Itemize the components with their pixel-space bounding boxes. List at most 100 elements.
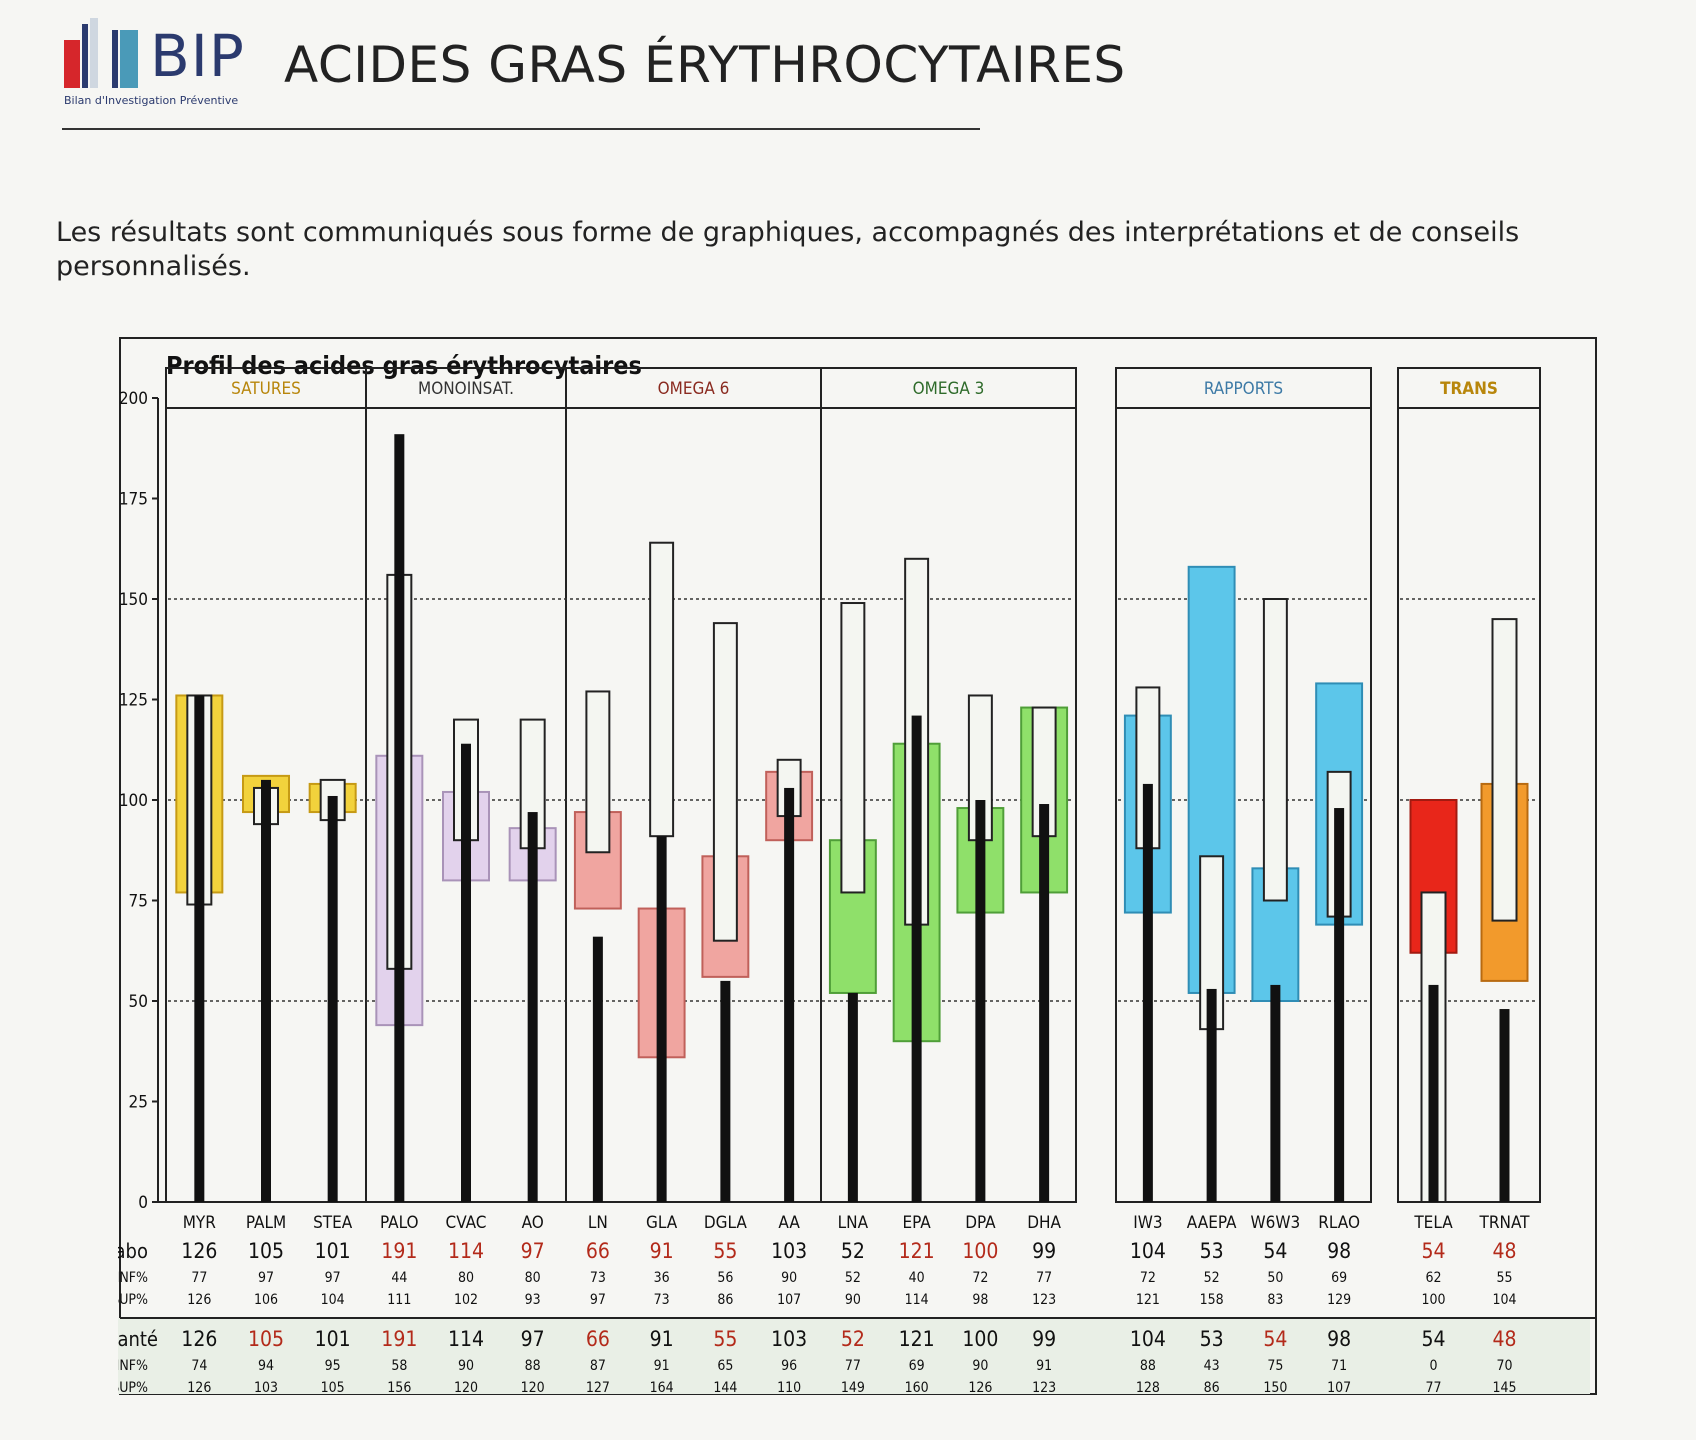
sante-value: 126: [181, 1327, 217, 1351]
y-tick-label: 100: [119, 791, 148, 811]
labo-value: 104: [1130, 1239, 1166, 1263]
value-bar: [461, 743, 471, 1202]
x-tick-label: EPA: [902, 1213, 931, 1233]
sante-sup-value: 160: [905, 1380, 929, 1396]
value-bar: [1428, 984, 1439, 1202]
value-bar: [1206, 988, 1217, 1202]
labo-value: 121: [899, 1239, 935, 1263]
labo-sup-value: 123: [1032, 1292, 1056, 1308]
sante-sup-value: 126: [968, 1380, 992, 1396]
logo-text: BIP: [150, 22, 245, 90]
labo-inf-value: 72: [972, 1270, 988, 1286]
x-tick-label: CVAC: [446, 1213, 487, 1233]
intro-text: Les résultats sont communiqués sous form…: [56, 217, 1520, 282]
sante-value: 103: [771, 1327, 807, 1351]
sante-inf-value: 96: [781, 1358, 797, 1374]
row-label-labo: Labo: [118, 1239, 148, 1263]
labo-inf-value: 40: [909, 1270, 925, 1286]
labo-inf-value: 73: [590, 1270, 606, 1286]
sante-range-box: [840, 602, 866, 894]
panel-frame-trans: [1397, 367, 1541, 1203]
labo-sup-value: 114: [905, 1292, 929, 1308]
value-bar: [1334, 808, 1345, 1202]
sante-inf-value: 70: [1496, 1358, 1512, 1374]
labo-inf-value: 44: [391, 1270, 407, 1286]
y-tick-label: 75: [129, 892, 148, 912]
labo-sup-value: 104: [321, 1292, 345, 1308]
labo-inf-value: 56: [717, 1270, 733, 1286]
group-header: TRANS: [1440, 379, 1498, 399]
sante-sup-value: 150: [1263, 1380, 1287, 1396]
group-header: SATURES: [231, 379, 301, 399]
value-bar: [847, 992, 858, 1202]
y-tick-label: 0: [138, 1193, 148, 1213]
labo-inf-value: 90: [781, 1270, 797, 1286]
title-divider: [62, 128, 980, 130]
value-bar: [1039, 804, 1050, 1202]
x-tick-label: DHA: [1027, 1213, 1061, 1233]
sante-value: 54: [1263, 1327, 1287, 1351]
value-bar: [261, 779, 271, 1202]
sante-sup-value: 123: [1032, 1380, 1056, 1396]
labo-inf-value: 97: [325, 1270, 341, 1286]
labo-value: 105: [248, 1239, 284, 1263]
labo-sup-value: 83: [1267, 1292, 1283, 1308]
labo-value: 91: [650, 1239, 674, 1263]
labo-sup-value: 100: [1421, 1292, 1445, 1308]
value-bar: [1270, 984, 1281, 1202]
value-bar: [656, 836, 667, 1202]
labo-inf-value: 72: [1140, 1270, 1156, 1286]
labo-sup-value: 102: [454, 1292, 478, 1308]
sante-inf-value: 0: [1429, 1358, 1437, 1374]
value-bar: [327, 795, 338, 1202]
value-bar: [527, 812, 538, 1202]
value-bar: [1142, 783, 1153, 1202]
sante-inf-value: 69: [909, 1358, 925, 1374]
value-bar: [911, 715, 922, 1202]
labo-value: 66: [586, 1239, 610, 1263]
sante-inf-value: 91: [654, 1358, 670, 1374]
sante-sup-value: 120: [521, 1380, 545, 1396]
group-header: RAPPORTS: [1204, 379, 1283, 399]
labo-value: 52: [841, 1239, 865, 1263]
value-bar: [975, 800, 986, 1202]
sante-value: 100: [962, 1327, 998, 1351]
sante-band: [112, 1318, 1590, 1394]
sante-value: 191: [381, 1327, 417, 1351]
sante-value: 104: [1130, 1327, 1166, 1351]
x-tick-label: STEA: [313, 1213, 353, 1233]
y-tick-label: 200: [119, 389, 148, 409]
chart-title: Profil des acides gras érythrocytaires: [166, 351, 642, 380]
labo-inf-value: 97: [258, 1270, 274, 1286]
x-tick-label: IW3: [1133, 1213, 1162, 1233]
y-tick-label: 125: [119, 691, 148, 711]
y-tick-label: 150: [119, 590, 148, 610]
sante-sup-value: 145: [1492, 1380, 1516, 1396]
sante-inf-value: 58: [391, 1358, 407, 1374]
x-tick-label: DPA: [965, 1213, 996, 1233]
labo-value: 97: [521, 1239, 545, 1263]
labo-inf-value: 77: [1036, 1270, 1052, 1286]
x-tick-label: RLAO: [1318, 1213, 1360, 1233]
labo-inf-value: 52: [1204, 1270, 1220, 1286]
labo-value: 55: [713, 1239, 737, 1263]
sante-inf-value: 90: [458, 1358, 474, 1374]
sante-inf-value: 88: [1140, 1358, 1156, 1374]
labo-inf-value: 80: [525, 1270, 541, 1286]
x-tick-label: AO: [522, 1213, 544, 1233]
sante-range-box: [712, 622, 738, 942]
value-bar: [394, 434, 405, 1202]
labo-value: 103: [771, 1239, 807, 1263]
labo-inf-value: 52: [845, 1270, 861, 1286]
x-tick-label: W6W3: [1251, 1213, 1301, 1233]
labo-inf-value: 77: [191, 1270, 207, 1286]
labo-sup-value: 97: [590, 1292, 606, 1308]
x-tick-label: AA: [778, 1213, 800, 1233]
sante-sup-value: 77: [1425, 1380, 1441, 1396]
group-header: OMEGA 6: [658, 379, 730, 399]
sante-value: 48: [1492, 1327, 1516, 1351]
sante-sup-value: 120: [454, 1380, 478, 1396]
value-bar: [784, 787, 795, 1202]
y-tick-label: 175: [119, 490, 148, 510]
labo-value: 98: [1327, 1239, 1351, 1263]
